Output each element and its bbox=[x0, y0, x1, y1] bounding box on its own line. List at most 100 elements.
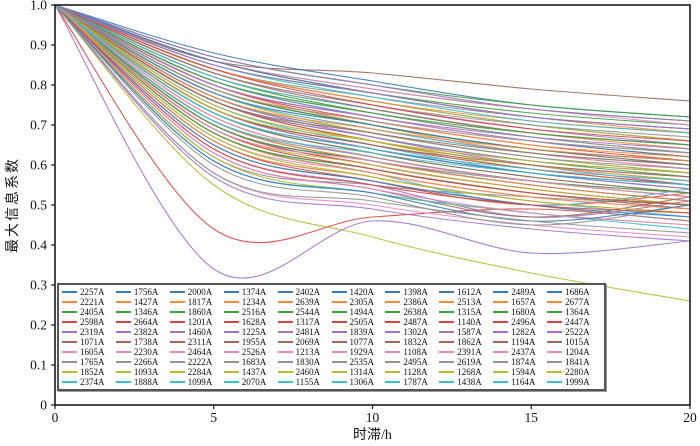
legend-item-2221A: 2221A bbox=[62, 297, 116, 307]
legend-item-2402A: 2402A bbox=[277, 287, 332, 297]
legend-label: 1787A bbox=[403, 377, 428, 387]
legend-label: 1364A bbox=[565, 307, 590, 317]
x-tick-label: 0 bbox=[52, 410, 59, 425]
legend-label: 2505A bbox=[349, 317, 375, 327]
legend-item-2505A: 2505A bbox=[331, 317, 386, 327]
legend-line-swatch bbox=[115, 341, 131, 343]
legend-line-swatch bbox=[331, 331, 347, 333]
legend-item-2447A: 2447A bbox=[547, 317, 601, 327]
legend-item-1268A: 1268A bbox=[439, 367, 493, 377]
legend-line-swatch bbox=[547, 341, 563, 343]
legend-item-1077A: 1077A bbox=[331, 337, 386, 347]
legend-item-1460A: 1460A bbox=[169, 327, 224, 337]
legend-item-2677A: 2677A bbox=[547, 297, 601, 307]
legend-label: 2460A bbox=[295, 367, 321, 377]
series-line-1874A bbox=[54, 4, 691, 154]
legend-item-2069A: 2069A bbox=[277, 337, 332, 347]
legend-line-swatch bbox=[547, 351, 563, 353]
legend-item-1374A: 1374A bbox=[223, 287, 278, 297]
legend-line-swatch bbox=[331, 291, 347, 293]
legend-line-swatch bbox=[62, 301, 77, 303]
legend-label: 1862A bbox=[457, 337, 482, 347]
y-tick-label: 0 bbox=[40, 398, 47, 413]
legend-item-1738A: 1738A bbox=[115, 337, 170, 347]
series-line-1999A bbox=[54, 4, 691, 186]
legend-line-swatch bbox=[115, 381, 131, 383]
legend-label: 2070A bbox=[241, 377, 267, 387]
legend-item-1594A: 1594A bbox=[493, 367, 547, 377]
legend-label: 1437A bbox=[241, 367, 267, 377]
legend-item-1420A: 1420A bbox=[331, 287, 386, 297]
x-tick-label: 20 bbox=[683, 410, 697, 425]
legend-line-swatch bbox=[493, 291, 509, 293]
legend-line-swatch bbox=[331, 361, 347, 363]
legend-item-1830A: 1830A bbox=[277, 357, 332, 367]
legend-line-swatch bbox=[169, 311, 185, 313]
legend-item-2405A: 2405A bbox=[62, 307, 116, 317]
legend-line-swatch bbox=[439, 351, 455, 353]
legend-line-swatch bbox=[439, 291, 455, 293]
legend-line-swatch bbox=[439, 361, 455, 363]
series-line-2677A bbox=[54, 4, 691, 162]
legend-label: 2639A bbox=[295, 297, 321, 307]
legend-label: 1657A bbox=[511, 297, 536, 307]
legend-label: 1817A bbox=[187, 297, 213, 307]
legend-item-2526A: 2526A bbox=[223, 347, 278, 357]
legend-label: 1099A bbox=[187, 377, 213, 387]
legend-label: 2382A bbox=[133, 327, 159, 337]
legend-line-swatch bbox=[62, 321, 77, 323]
y-tick-label: 0.7 bbox=[30, 118, 47, 133]
legend-item-2437A: 2437A bbox=[493, 347, 547, 357]
series-line-1420A bbox=[54, 4, 691, 218]
legend-line-swatch bbox=[62, 291, 77, 293]
legend-item-1155A: 1155A bbox=[277, 377, 332, 387]
legend-item-2481A: 2481A bbox=[277, 327, 332, 337]
legend-line-swatch bbox=[439, 311, 455, 313]
legend-line-swatch bbox=[223, 371, 239, 373]
legend-label: 1680A bbox=[511, 307, 536, 317]
legend-line-swatch bbox=[62, 381, 77, 383]
legend-label: 1860A bbox=[187, 307, 213, 317]
legend-item-1234A: 1234A bbox=[223, 297, 278, 307]
legend-item-1140A: 1140A bbox=[439, 317, 493, 327]
legend-line-swatch bbox=[223, 381, 239, 383]
legend-item-2639A: 2639A bbox=[277, 297, 332, 307]
legend-label: 2437A bbox=[511, 347, 536, 357]
legend-label: 2481A bbox=[295, 327, 321, 337]
legend-label: 1628A bbox=[241, 317, 267, 327]
legend-label: 2305A bbox=[349, 297, 375, 307]
legend-label: 1093A bbox=[133, 367, 159, 377]
legend-item-2460A: 2460A bbox=[277, 367, 332, 377]
legend-line-swatch bbox=[439, 301, 455, 303]
series-line-1302A bbox=[54, 4, 691, 242]
series-line-1140A bbox=[54, 4, 691, 142]
legend-line-swatch bbox=[331, 351, 347, 353]
legend-label: 2000A bbox=[187, 287, 213, 297]
series-line-1201A bbox=[54, 4, 691, 244]
legend-item-1680A: 1680A bbox=[493, 307, 547, 317]
legend-item-1999A: 1999A bbox=[547, 377, 601, 387]
legend-label: 1282A bbox=[511, 327, 536, 337]
legend-label: 2447A bbox=[565, 317, 590, 327]
legend-label: 2319A bbox=[80, 327, 105, 337]
legend-label: 2526A bbox=[241, 347, 267, 357]
legend-item-2000A: 2000A bbox=[169, 287, 224, 297]
legend-line-swatch bbox=[115, 331, 131, 333]
legend-line-swatch bbox=[493, 381, 509, 383]
legend-line-swatch bbox=[223, 291, 239, 293]
legend-box: 2257A 2221A 2405A 2598A 2319A 1071A 1605A 1765A… bbox=[57, 283, 606, 391]
legend-label: 1686A bbox=[565, 287, 590, 297]
legend-item-1093A: 1093A bbox=[115, 367, 170, 377]
legend-label: 2489A bbox=[511, 287, 536, 297]
legend-item-1860A: 1860A bbox=[169, 307, 224, 317]
legend-label: 1830A bbox=[295, 357, 321, 367]
legend-item-1315A: 1315A bbox=[439, 307, 493, 317]
legend-line-swatch bbox=[115, 361, 131, 363]
legend-label: 1427A bbox=[133, 297, 159, 307]
legend-item-1628A: 1628A bbox=[223, 317, 278, 327]
legend-line-swatch bbox=[439, 331, 455, 333]
legend-item-1852A: 1852A bbox=[62, 367, 116, 377]
legend-line-swatch bbox=[115, 301, 131, 303]
series-line-1164A bbox=[54, 4, 691, 182]
